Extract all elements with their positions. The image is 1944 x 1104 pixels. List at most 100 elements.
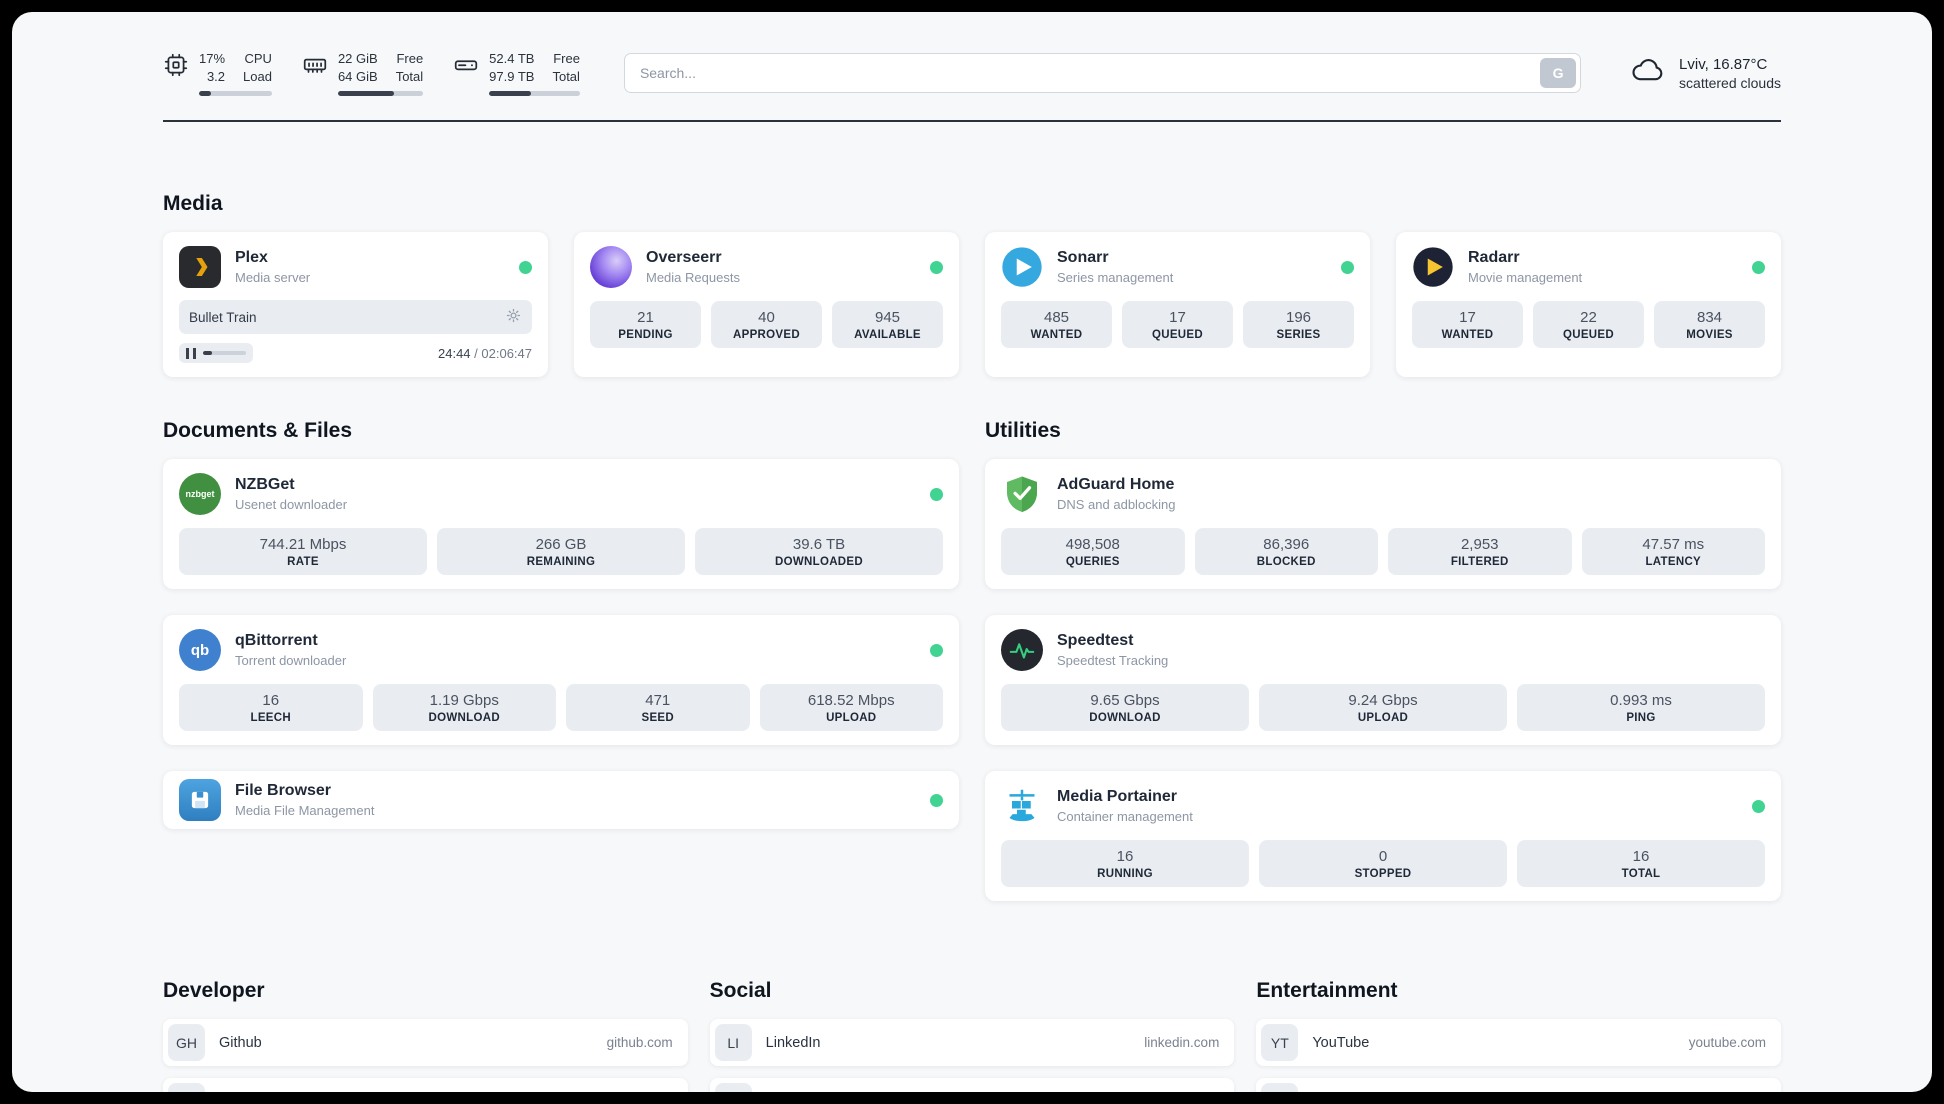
search-engine-button[interactable]: G xyxy=(1540,58,1577,89)
app-name: AdGuard Home xyxy=(1057,476,1175,494)
bookmark-name: LinkedIn xyxy=(765,1034,821,1051)
ram-progress-fill xyxy=(337,91,395,97)
app-card-radarr[interactable]: Radarr Movie management 17 WANTED 22 QUE… xyxy=(1396,232,1781,378)
bookmark-youtube[interactable]: YT YouTube youtube.com xyxy=(1256,1019,1781,1067)
stat-value: 9.65 Gbps xyxy=(1090,692,1160,710)
stat-tile: 0.993 ms PING xyxy=(1517,684,1765,732)
stat-value: 86,396 xyxy=(1263,536,1310,554)
stat-label: REMAINING xyxy=(526,556,596,569)
bookmark-abbr: LI xyxy=(714,1024,752,1062)
ram-label-top: Free xyxy=(396,51,424,66)
app-card-plex[interactable]: Plex Media server Bullet Train xyxy=(163,232,548,378)
qbittorrent-icon: qb xyxy=(179,629,221,672)
bookmark-netflix[interactable]: NF Netflix netflix.com xyxy=(1256,1078,1781,1092)
app-card-speedtest[interactable]: Speedtest Speedtest Tracking 9.65 Gbps D… xyxy=(985,615,1781,746)
cpu-label-bottom: Load xyxy=(243,68,272,84)
search-input[interactable] xyxy=(623,53,1582,94)
cpu-label-top: CPU xyxy=(244,51,272,66)
stat-tile: 17 WANTED xyxy=(1412,301,1523,349)
stat-tile: 16 RUNNING xyxy=(1001,840,1249,888)
stat-tile: 47.57 ms LATENCY xyxy=(1581,528,1765,576)
status-dot xyxy=(930,487,943,501)
stat-label: QUEUED xyxy=(1562,329,1614,342)
stat-value: 1.19 Gbps xyxy=(429,692,499,710)
bookmark-name: Github xyxy=(219,1034,262,1051)
app-card-filebrowser[interactable]: File Browser Media File Management xyxy=(163,771,959,830)
app-card-overseerr[interactable]: Overseerr Media Requests 21 PENDING 40 A… xyxy=(574,232,959,378)
stat-tile: 1.19 Gbps DOWNLOAD xyxy=(372,684,556,732)
stat-label: RUNNING xyxy=(1097,868,1153,881)
stat-tile: 618.52 Mbps UPLOAD xyxy=(759,684,943,732)
app-card-qbittorrent[interactable]: qb qBittorrent Torrent downloader 16 xyxy=(163,615,959,746)
stat-value: 485 xyxy=(1043,309,1070,327)
app-subtitle: Series management xyxy=(1057,270,1174,286)
section-utilities: Utilities xyxy=(985,419,1781,902)
stat-value: 16 xyxy=(1116,848,1134,866)
app-subtitle: Media server xyxy=(235,270,311,286)
stat-value: 22 xyxy=(1580,309,1597,327)
bookmark-url: linkedin.com xyxy=(1144,1035,1220,1051)
stat-tile: 196 SERIES xyxy=(1243,301,1354,349)
stat-label: STOPPED xyxy=(1354,868,1412,881)
pause-button[interactable] xyxy=(179,343,253,364)
cpu-progress-fill xyxy=(199,91,212,97)
top-bar: 17% 3.2 CPU Load xyxy=(163,12,1781,97)
app-subtitle: Container management xyxy=(1057,809,1193,825)
pause-icon xyxy=(186,347,196,359)
stat-label: RATE xyxy=(287,556,319,569)
app-card-portainer[interactable]: Media Portainer Container management 16 … xyxy=(985,771,1781,902)
now-playing-row: Bullet Train xyxy=(179,300,532,335)
time-current: 24:44 xyxy=(438,345,471,361)
disk-label-top: Free xyxy=(553,51,580,66)
bookmark-abbr: TW xyxy=(714,1083,752,1092)
stat-value: 0 xyxy=(1378,848,1388,866)
status-dot xyxy=(930,643,943,657)
app-subtitle: Movie management xyxy=(1468,270,1583,286)
stat-value: 39.6 TB xyxy=(792,536,846,554)
stat-label: SERIES xyxy=(1276,329,1321,342)
app-card-adguard[interactable]: AdGuard Home DNS and adblocking 498,508 … xyxy=(985,459,1781,590)
disk-label-bottom: Total xyxy=(552,68,580,84)
bookmark-twitter[interactable]: TW Twitter twitter.com xyxy=(709,1078,1235,1092)
stat-label: SEED xyxy=(641,712,675,725)
stat-label: FILTERED xyxy=(1450,556,1509,569)
stat-tile: 485 WANTED xyxy=(1001,301,1112,349)
app-card-nzbget[interactable]: nzbget NZBGet Usenet downloader 744.21 M… xyxy=(163,459,959,590)
stat-tile: 945 AVAILABLE xyxy=(832,301,943,349)
gear-icon[interactable] xyxy=(505,307,522,327)
disk-free-value: 52.4 TB xyxy=(489,51,535,66)
ram-progress-bar xyxy=(337,91,424,97)
portainer-icon xyxy=(1001,785,1043,827)
bookmark-github[interactable]: GH Github github.com xyxy=(163,1019,688,1067)
stat-label: PING xyxy=(1626,712,1656,725)
app-subtitle: Usenet downloader xyxy=(235,497,348,513)
cpu-icon xyxy=(163,52,189,78)
bookmark-linkedin[interactable]: LI LinkedIn linkedin.com xyxy=(709,1019,1235,1067)
ram-label-bottom: Total xyxy=(395,68,424,84)
ram-free-value: 22 GiB xyxy=(337,51,378,66)
stat-value: 9.24 Gbps xyxy=(1348,692,1418,710)
section-title-media: Media xyxy=(163,192,223,216)
stat-tile: 498,508 QUERIES xyxy=(1001,528,1185,576)
header-divider xyxy=(163,120,1781,123)
app-card-sonarr[interactable]: Sonarr Series management 485 WANTED 17 Q… xyxy=(985,232,1370,378)
bookmark-stackoverflow[interactable]: SO StackOverflow stackoverflow.com xyxy=(163,1078,688,1092)
stat-label: AVAILABLE xyxy=(854,329,921,342)
stat-tile: 9.65 Gbps DOWNLOAD xyxy=(1001,684,1249,732)
app-subtitle: Torrent downloader xyxy=(235,653,347,669)
disk-metric: 52.4 TB 97.9 TB Free Total xyxy=(453,50,580,97)
stat-label: QUERIES xyxy=(1065,556,1120,569)
app-name: Radarr xyxy=(1468,249,1520,267)
status-dot xyxy=(1752,799,1765,813)
time-total: 02:06:47 xyxy=(481,345,532,361)
playback-time: 24:44 / 02:06:47 xyxy=(438,346,532,361)
app-name: NZBGet xyxy=(235,476,295,494)
stat-tile: 22 QUEUED xyxy=(1533,301,1644,349)
status-dot xyxy=(1341,260,1354,274)
app-name: File Browser xyxy=(235,782,332,800)
stat-value: 16 xyxy=(262,692,280,710)
stat-value: 196 xyxy=(1285,309,1312,327)
dashboard-window: 17% 3.2 CPU Load xyxy=(12,12,1932,1092)
stat-label: PENDING xyxy=(618,329,673,342)
stat-tile: 17 QUEUED xyxy=(1122,301,1233,349)
